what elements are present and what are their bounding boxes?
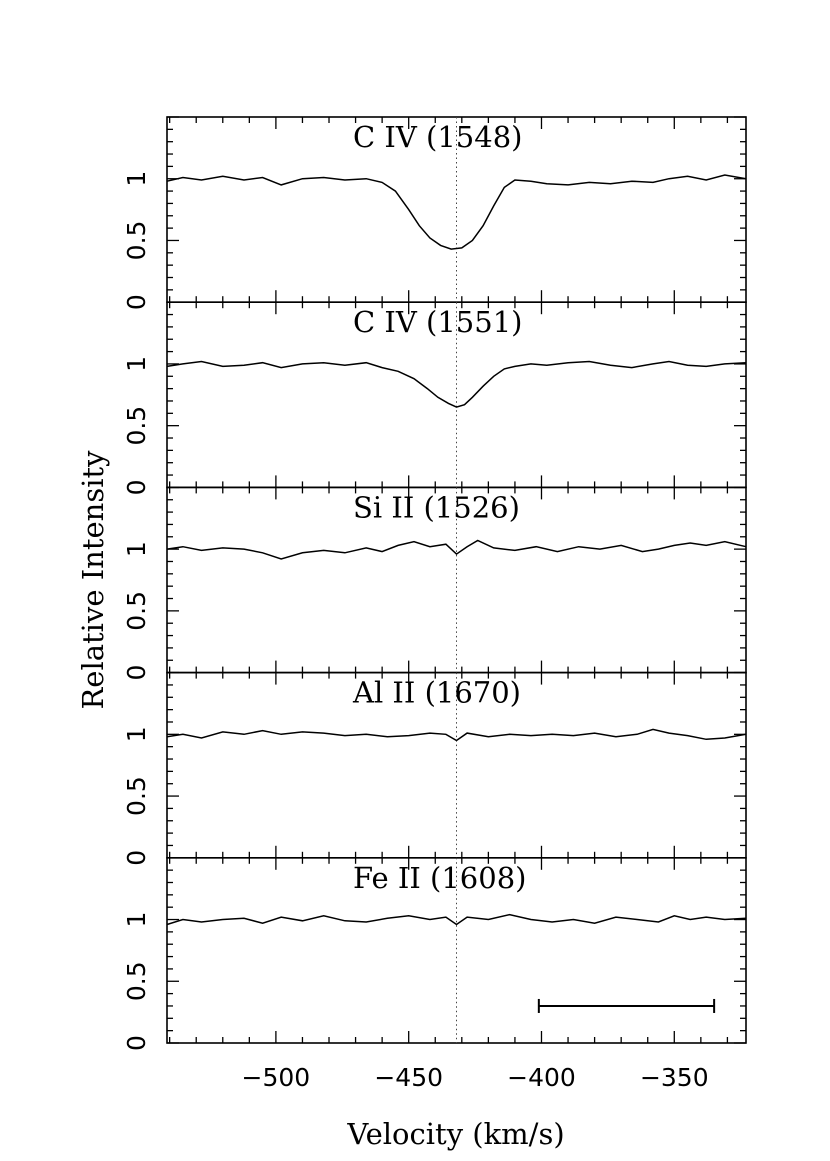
- y-axis-label: Relative Intensity: [76, 450, 110, 710]
- y-tick-label: 0.5: [122, 591, 151, 631]
- panel-title: C IV (1548): [353, 120, 522, 154]
- y-tick-label: 1: [122, 912, 151, 928]
- y-tick-label: 0.5: [122, 961, 151, 1001]
- y-tick-label: 0.5: [122, 776, 151, 816]
- y-tick-label: 0: [122, 294, 151, 310]
- panel-title: Si II (1526): [353, 490, 520, 524]
- y-tick-label: 1: [122, 541, 151, 557]
- x-tick-label: −500: [242, 1063, 311, 1092]
- spectrum-line: [166, 728, 747, 742]
- y-tick-label: 1: [122, 356, 151, 372]
- panel-1: 0 0.5 1 C IV (1548): [122, 116, 747, 310]
- y-tick-label: 0: [122, 1035, 151, 1051]
- y-tick-label: 1: [122, 171, 151, 187]
- panel-4: 0 0.5 1 Al II (1670): [122, 671, 747, 866]
- y-tick-label: 0.5: [122, 406, 151, 446]
- spectrum-line: [166, 539, 747, 560]
- panels-group: 0 0.5 1 C IV (1548) 0 0.5 1 C IV (1551) 0 0.5 1 Si …: [122, 116, 747, 1092]
- panel-title: C IV (1551): [353, 305, 522, 339]
- y-tick-label: 0: [122, 665, 151, 681]
- panel-5: 0 0.5 1 Fe II (1608): [122, 856, 747, 1051]
- panel-3: 0 0.5 1 Si II (1526): [122, 486, 747, 681]
- y-tick-label: 0.5: [122, 221, 151, 261]
- x-tick-label: −400: [507, 1063, 576, 1092]
- x-axis-label: Velocity (km/s): [346, 1117, 564, 1151]
- x-tick-label: −350: [640, 1063, 709, 1092]
- panel-2: 0 0.5 1 C IV (1551): [122, 301, 747, 495]
- y-tick-label: 1: [122, 726, 151, 742]
- panel-title: Al II (1670): [352, 676, 521, 710]
- spectrum-line: [166, 360, 747, 408]
- y-tick-label: 0: [122, 479, 151, 495]
- panel-title: Fe II (1608): [353, 861, 526, 895]
- x-tick-label: −450: [374, 1063, 443, 1092]
- spectrum-line: [166, 174, 747, 250]
- spectrum-line: [166, 913, 747, 926]
- y-tick-label: 0: [122, 850, 151, 866]
